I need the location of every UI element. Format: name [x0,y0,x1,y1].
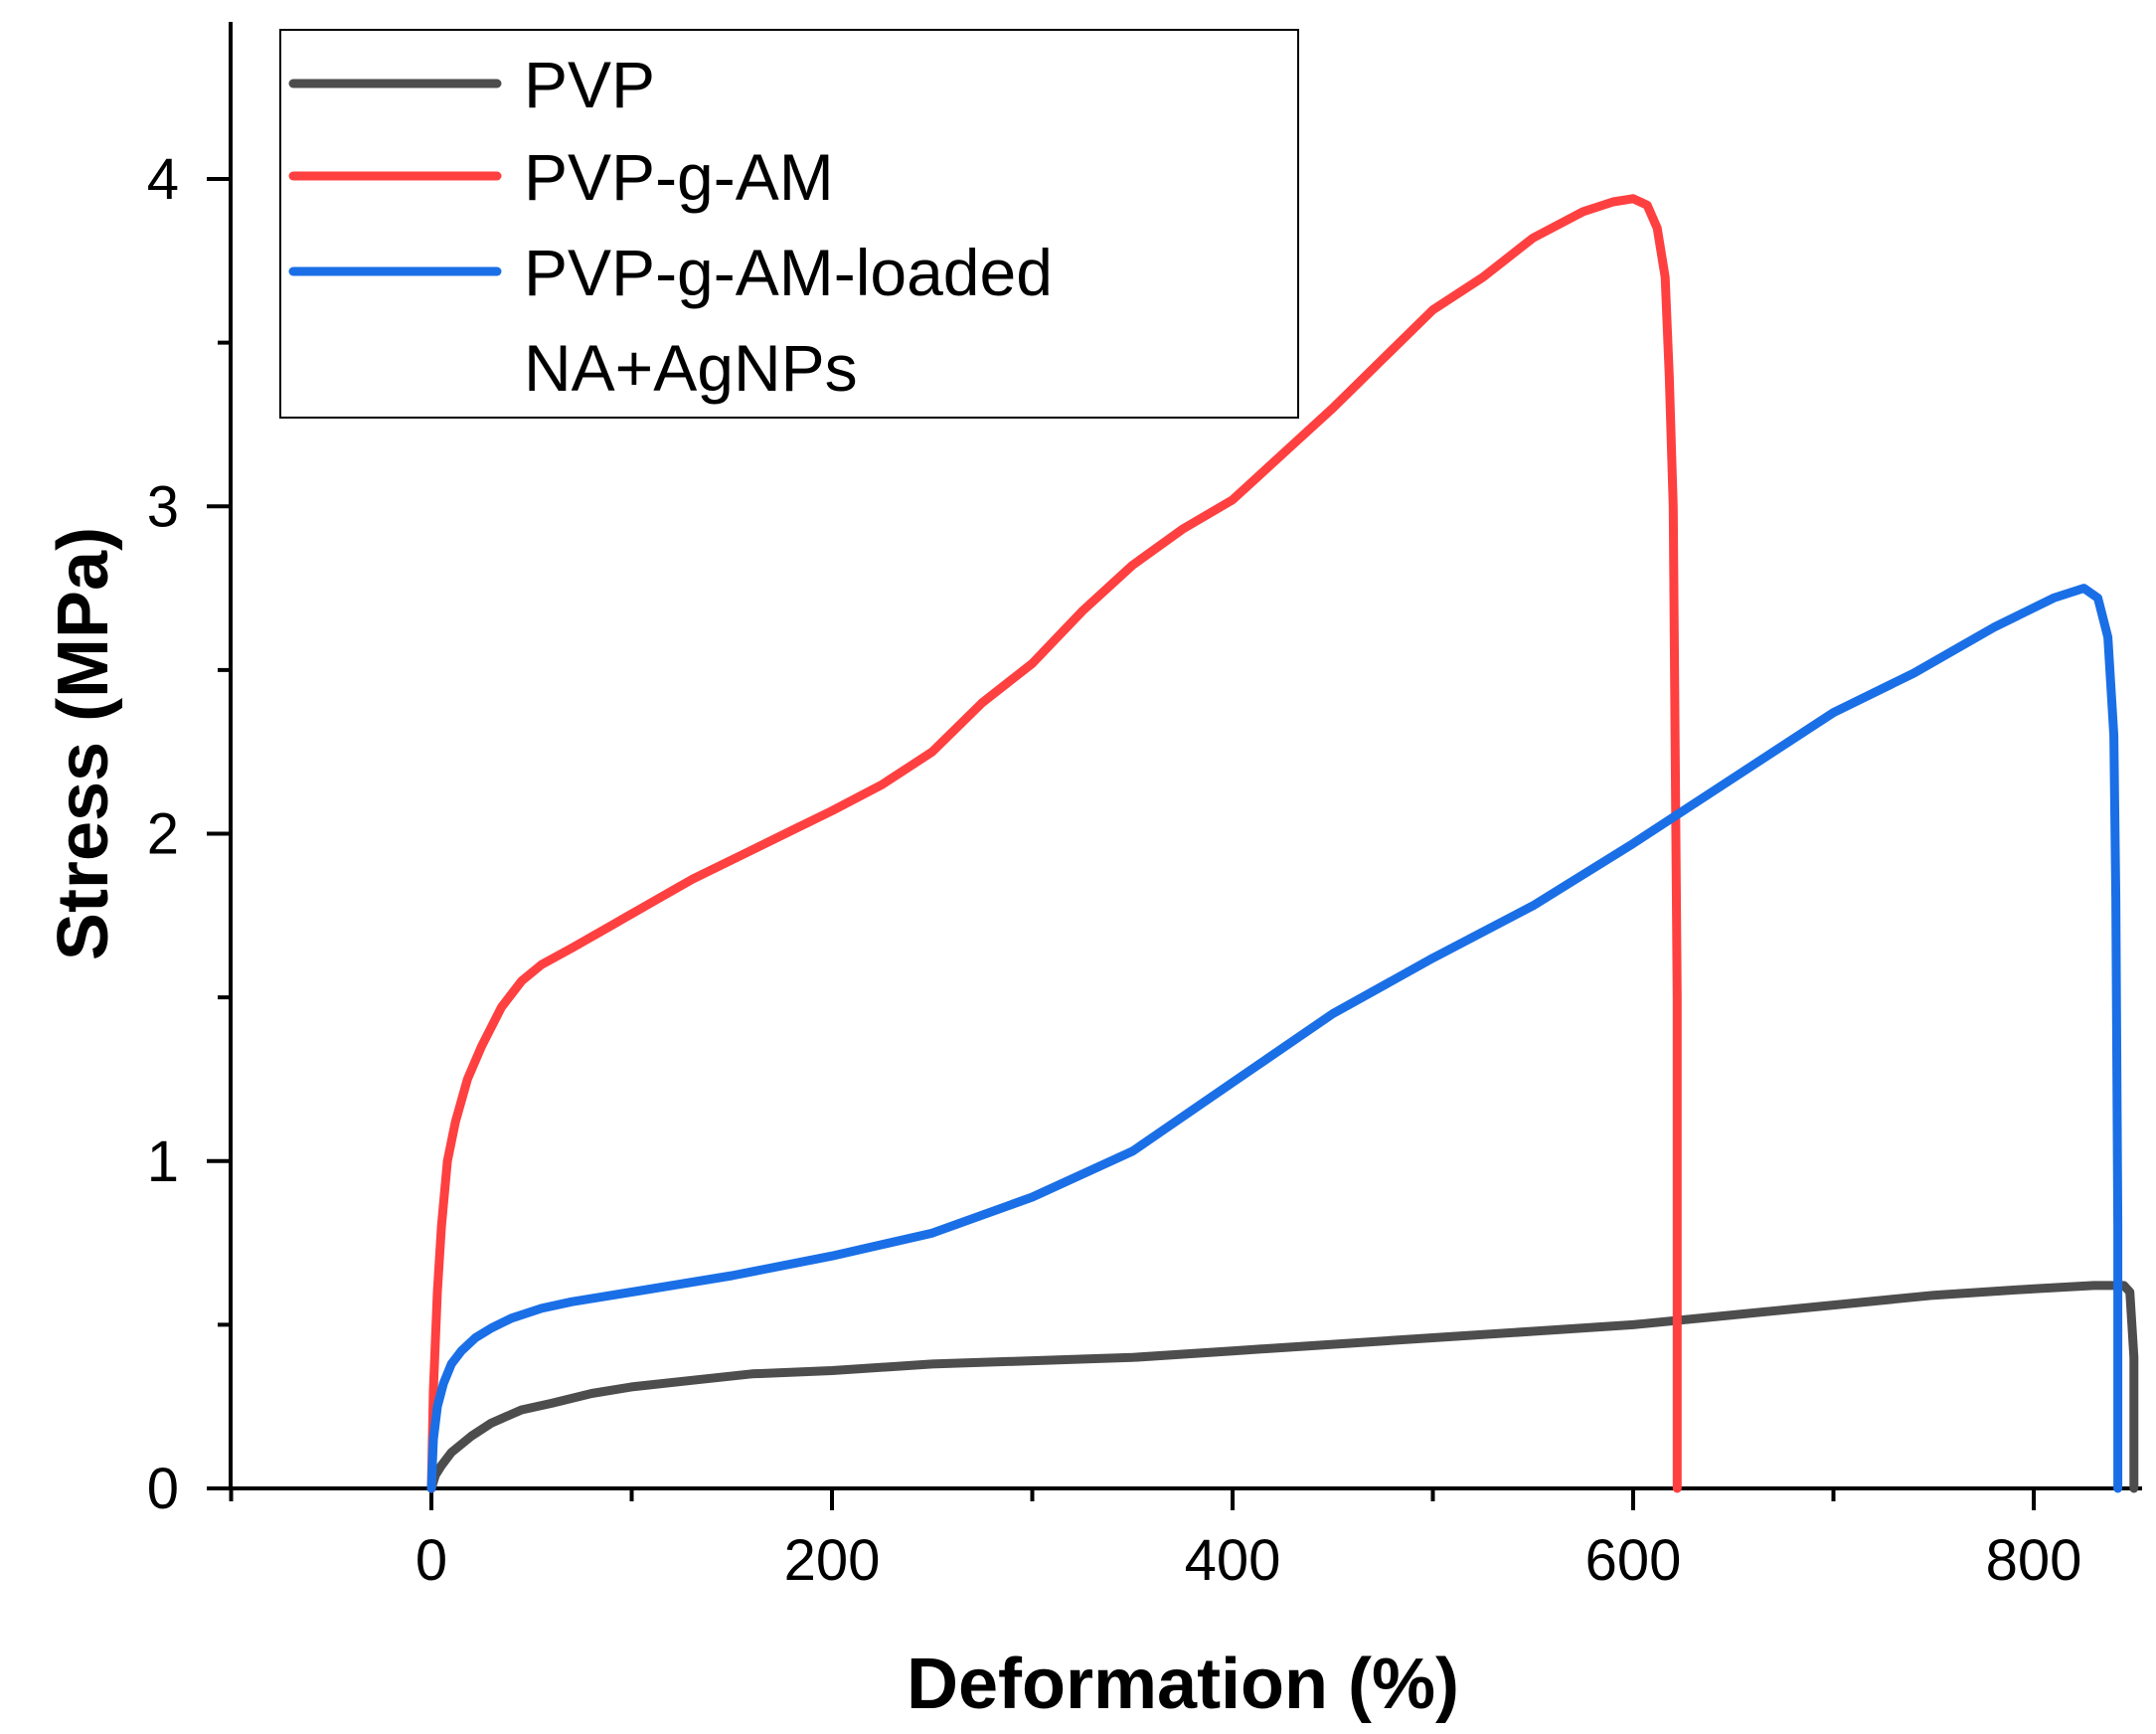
y-tick-label: 1 [147,1129,179,1194]
data-series [426,194,2139,1493]
ticks [207,177,2036,1510]
legend-label-pvp-g-am-loaded: PVP-g-AM-loaded [524,236,1053,309]
y-tick-label: 3 [147,474,179,539]
x-tick-label: 0 [415,1528,447,1593]
legend-box [279,29,1299,419]
x-tick-label: 600 [1585,1528,1682,1593]
series-line-pvp-g-am [426,194,1682,1493]
legend: PVP PVP-g-AM PVP-g-AM-loaded NA+AgNPs [279,29,1299,419]
legend-label-na-agnps: NA+AgNPs [524,331,858,405]
legend-label-pvp: PVP [524,48,655,121]
y-tick-label: 4 [147,147,179,212]
y-tick-label: 0 [147,1457,179,1521]
x-axis-title: Deformation (%) [907,1645,1459,1724]
y-tick-label: 2 [147,802,179,867]
series-line-pvp [426,1281,2139,1493]
x-tick-label: 800 [1986,1528,2082,1593]
tick-labels: 0 200 400 600 800 0 1 2 3 4 [147,147,2082,1593]
x-tick-label: 400 [1185,1528,1281,1593]
legend-label-pvp-g-am: PVP-g-AM [524,140,834,214]
series-line-pvp-g-am-loaded-na-agnps [426,584,2123,1493]
x-tick-label: 200 [784,1528,881,1593]
axes [229,22,2142,1490]
y-axis-title: Stress (MPa) [44,527,123,960]
